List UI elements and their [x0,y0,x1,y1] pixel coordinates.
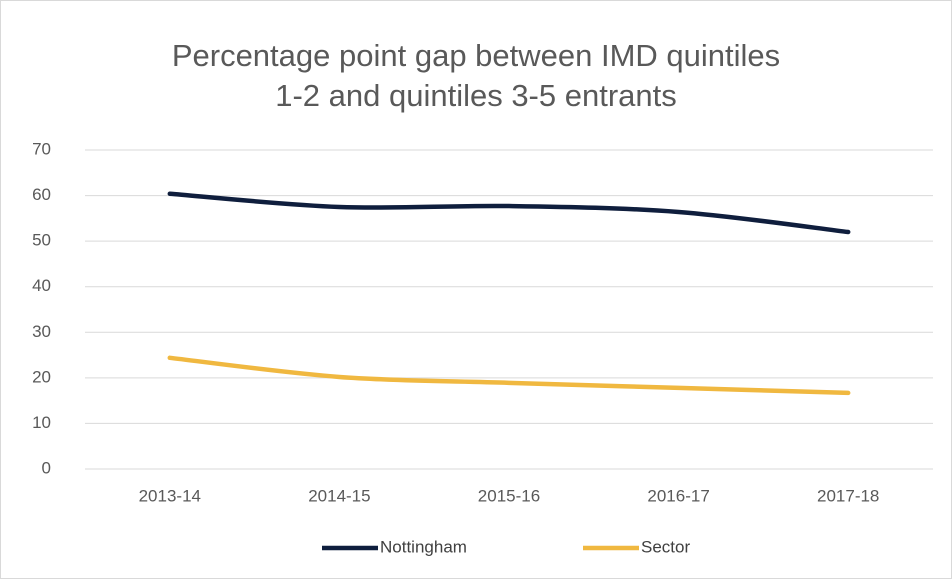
y-tick-label: 70 [32,139,51,158]
x-tick-label: 2014-15 [308,486,370,505]
x-tick-label: 2017-18 [817,486,879,505]
x-tick-label: 2013-14 [139,486,201,505]
chart-title: Percentage point gap between IMD quintil… [172,38,780,73]
legend-label: Sector [641,537,690,556]
y-tick-label: 50 [32,231,51,250]
legend-label: Nottingham [380,537,467,556]
series-line [167,191,851,235]
x-tick-label: 2015-16 [478,486,540,505]
y-tick-label: 40 [32,276,51,295]
y-tick-label: 20 [32,367,51,386]
y-tick-label: 0 [42,458,51,477]
x-tick-label: 2016-17 [647,486,709,505]
series-line [167,355,851,396]
y-tick-label: 30 [32,322,51,341]
y-tick-label: 60 [32,185,51,204]
y-tick-label: 10 [32,413,51,432]
chart-title: 1-2 and quintiles 3-5 entrants [275,78,677,113]
